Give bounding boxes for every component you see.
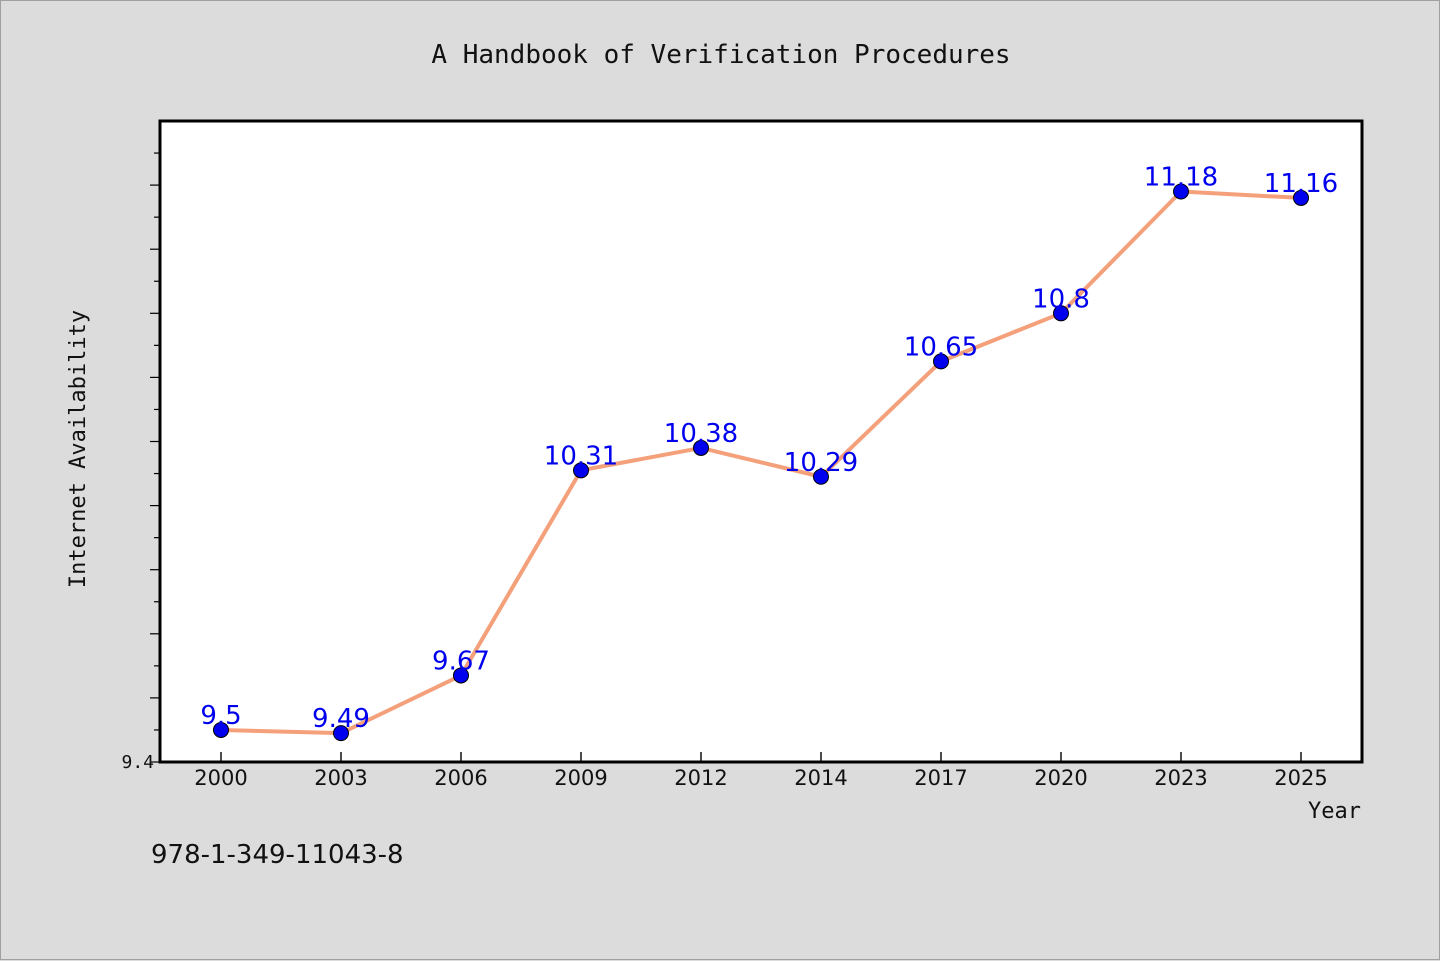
data-point: [213, 721, 229, 738]
data-label: 10.38: [664, 419, 738, 449]
data-point: [693, 439, 709, 456]
x-tick-label: 2023: [1154, 766, 1207, 790]
y-tick-label: 9.4: [121, 752, 154, 773]
data-point: [453, 667, 469, 684]
x-tick-label: 2014: [794, 766, 847, 790]
x-tick-label: 2009: [554, 766, 607, 790]
data-label: 10.65: [904, 332, 978, 362]
x-tick-label: 2025: [1274, 766, 1327, 790]
data-label: 11.16: [1264, 169, 1338, 199]
data-point: [813, 468, 829, 485]
data-point: [933, 353, 949, 370]
x-tick-label: 2020: [1034, 766, 1087, 790]
x-axis-ticks: 2000 2003 2006 2009 2012 2014 2017 2020 2023 2025: [194, 752, 1328, 790]
data-label: 11.18: [1144, 163, 1218, 193]
data-label: 9.49: [312, 704, 370, 734]
x-tick-label: 2012: [674, 766, 727, 790]
x-tick-label: 2017: [914, 766, 967, 790]
x-tick-label: 2003: [314, 766, 367, 790]
data-label: 9.67: [432, 646, 490, 676]
data-label: 10.8: [1032, 284, 1090, 314]
y-axis-ticks: 9.4: [121, 152, 160, 773]
data-point: [333, 725, 349, 742]
y-axis-label: Internet Availability: [66, 310, 91, 588]
x-tick-label: 2006: [434, 766, 487, 790]
data-point: [1053, 305, 1069, 322]
plot-area: [158, 119, 1364, 764]
isbn-text: 978-1-349-11043-8: [151, 840, 404, 870]
data-point: [1293, 189, 1309, 206]
data-label: 10.31: [544, 441, 618, 471]
data-point: [1173, 183, 1189, 200]
series-layer: 9.5 9.49 9.67 10.31 10.38 10.29 10.65 10.8 11.18…: [200, 163, 1338, 742]
x-tick-label: 2000: [194, 766, 247, 790]
chart-title: A Handbook of Verification Procedures: [431, 40, 1010, 70]
data-label: 9.5: [200, 701, 241, 731]
data-point: [573, 462, 589, 479]
series-line: [220, 189, 1302, 736]
x-axis-label: Year: [1308, 799, 1361, 824]
data-label: 10.29: [784, 448, 858, 478]
